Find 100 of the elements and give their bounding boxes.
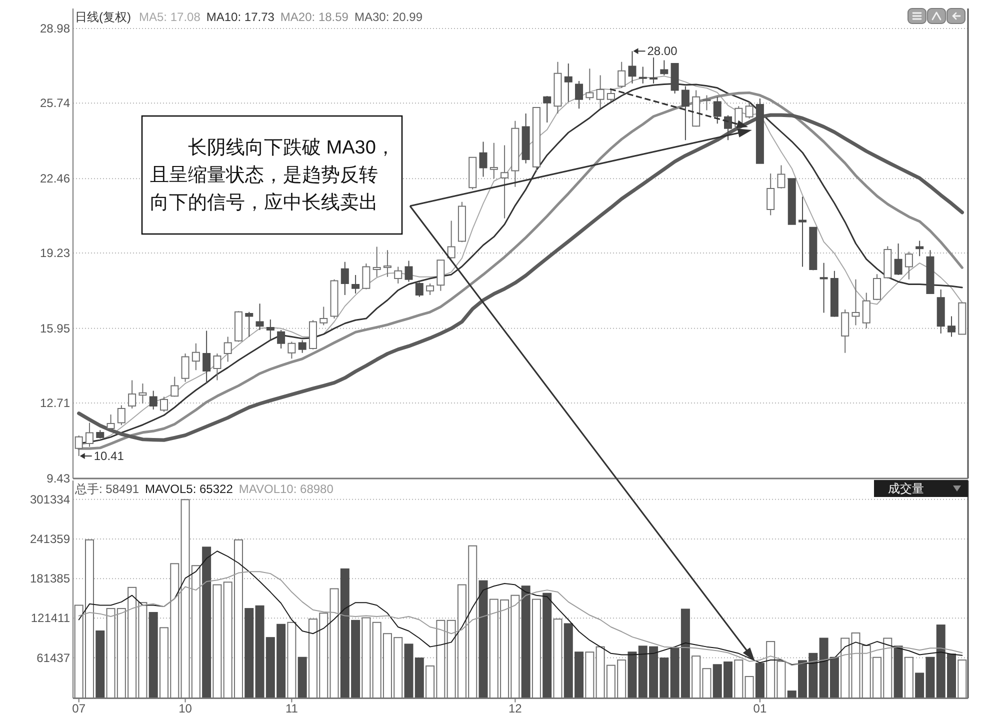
candlestick xyxy=(149,390,158,410)
candlestick xyxy=(234,310,242,342)
candlestick xyxy=(436,260,445,292)
candlestick xyxy=(213,353,222,381)
candlestick xyxy=(916,240,924,257)
candlestick xyxy=(926,250,934,294)
candlestick xyxy=(362,263,370,290)
candlestick xyxy=(618,61,626,88)
candlestick xyxy=(660,60,668,76)
bar xyxy=(202,546,212,699)
bar xyxy=(542,592,552,699)
chart-title: 日线(复权) xyxy=(75,10,131,24)
candlestick xyxy=(564,63,572,102)
line-series xyxy=(78,571,963,666)
candlestick xyxy=(873,274,882,301)
candlestick xyxy=(308,320,317,350)
candlestick xyxy=(106,414,115,430)
candlestick xyxy=(670,63,679,94)
candlestick xyxy=(958,302,966,335)
candlestick xyxy=(766,173,775,216)
candlestick xyxy=(245,311,254,338)
candlestick xyxy=(372,246,381,278)
candlestick xyxy=(511,120,520,188)
candlestick xyxy=(852,278,860,326)
annotation: 长阴线向下跌破 MA30，且呈缩量状态，是趋势反转向下的信号，应中长线卖出 xyxy=(150,137,395,213)
candlestick xyxy=(904,251,913,280)
candlestick xyxy=(256,303,264,331)
candlestick xyxy=(458,201,466,243)
candlestick xyxy=(936,289,945,334)
candlestick xyxy=(340,261,349,296)
candlestick xyxy=(650,57,658,84)
candlestick xyxy=(884,246,892,279)
candlestick xyxy=(415,282,424,298)
text: MA10: 17.73 xyxy=(206,10,275,24)
bar xyxy=(478,580,488,699)
bar xyxy=(628,652,637,699)
candlestick xyxy=(277,330,286,349)
candlestick xyxy=(330,278,338,320)
text: MA20: 18.59 xyxy=(280,10,349,24)
candlestick xyxy=(320,306,328,326)
candlestick xyxy=(596,74,604,110)
bar xyxy=(148,612,158,699)
y-tick-label: 181385 xyxy=(30,572,70,586)
x-tick-label: 01 xyxy=(753,701,767,716)
candlestick xyxy=(181,353,190,382)
bar xyxy=(755,662,764,699)
candlestick xyxy=(756,98,764,164)
y-tick-label: 121411 xyxy=(30,611,70,626)
x-tick-label: 11 xyxy=(285,701,298,716)
candlestick xyxy=(543,95,552,123)
candlestick xyxy=(266,318,274,341)
candlestick xyxy=(628,50,636,84)
candlestick xyxy=(383,250,392,278)
candlestick xyxy=(224,336,232,362)
candlestick xyxy=(96,430,104,439)
candlestick xyxy=(948,316,956,338)
candlestick xyxy=(447,220,456,259)
candlestick xyxy=(681,86,690,141)
text: MA30: 20.99 xyxy=(354,10,423,24)
y-tick-label: 28.98 xyxy=(40,22,70,36)
bar xyxy=(521,586,530,699)
candlestick xyxy=(352,274,360,294)
text: MAVOL10: 68980 xyxy=(238,482,334,496)
x-tick-label: 10 xyxy=(178,701,192,716)
annotation: 10.41 xyxy=(94,448,124,463)
candlestick xyxy=(170,376,179,398)
candlestick xyxy=(713,96,722,124)
candlestick xyxy=(532,106,540,172)
candlestick xyxy=(202,330,211,384)
candlestick xyxy=(117,404,126,426)
candlestick xyxy=(841,309,850,354)
text: 总手: 58491 xyxy=(74,482,140,496)
candlestick xyxy=(798,196,807,268)
y-tick-label: 15.95 xyxy=(40,321,70,336)
x-tick-label: 12 xyxy=(508,701,522,716)
chart-title: 成交量 xyxy=(888,482,924,496)
bar xyxy=(244,608,254,699)
candlestick xyxy=(500,144,509,219)
candlestick xyxy=(820,262,828,314)
x-tick-label: 07 xyxy=(72,701,86,716)
text: MA5: 17.08 xyxy=(139,10,201,24)
y-tick-label: 9.43 xyxy=(46,472,70,486)
candlestick xyxy=(522,112,530,164)
candlestick xyxy=(404,260,413,282)
candlestick xyxy=(138,382,147,404)
bar xyxy=(96,630,105,699)
bar xyxy=(298,656,307,699)
candlestick xyxy=(394,266,402,284)
text: MAVOL5: 65322 xyxy=(145,482,234,496)
candlestick xyxy=(745,101,754,120)
candlestick xyxy=(479,141,488,178)
annotation: 28.00 xyxy=(647,44,678,58)
candlestick xyxy=(638,66,647,84)
y-tick-label: 25.74 xyxy=(40,96,70,110)
y-tick-label: 301334 xyxy=(30,492,70,506)
candlestick xyxy=(606,89,615,102)
candlestick xyxy=(586,68,594,101)
candlestick xyxy=(160,396,168,412)
candlestick xyxy=(809,226,818,271)
candlestick xyxy=(788,178,796,225)
